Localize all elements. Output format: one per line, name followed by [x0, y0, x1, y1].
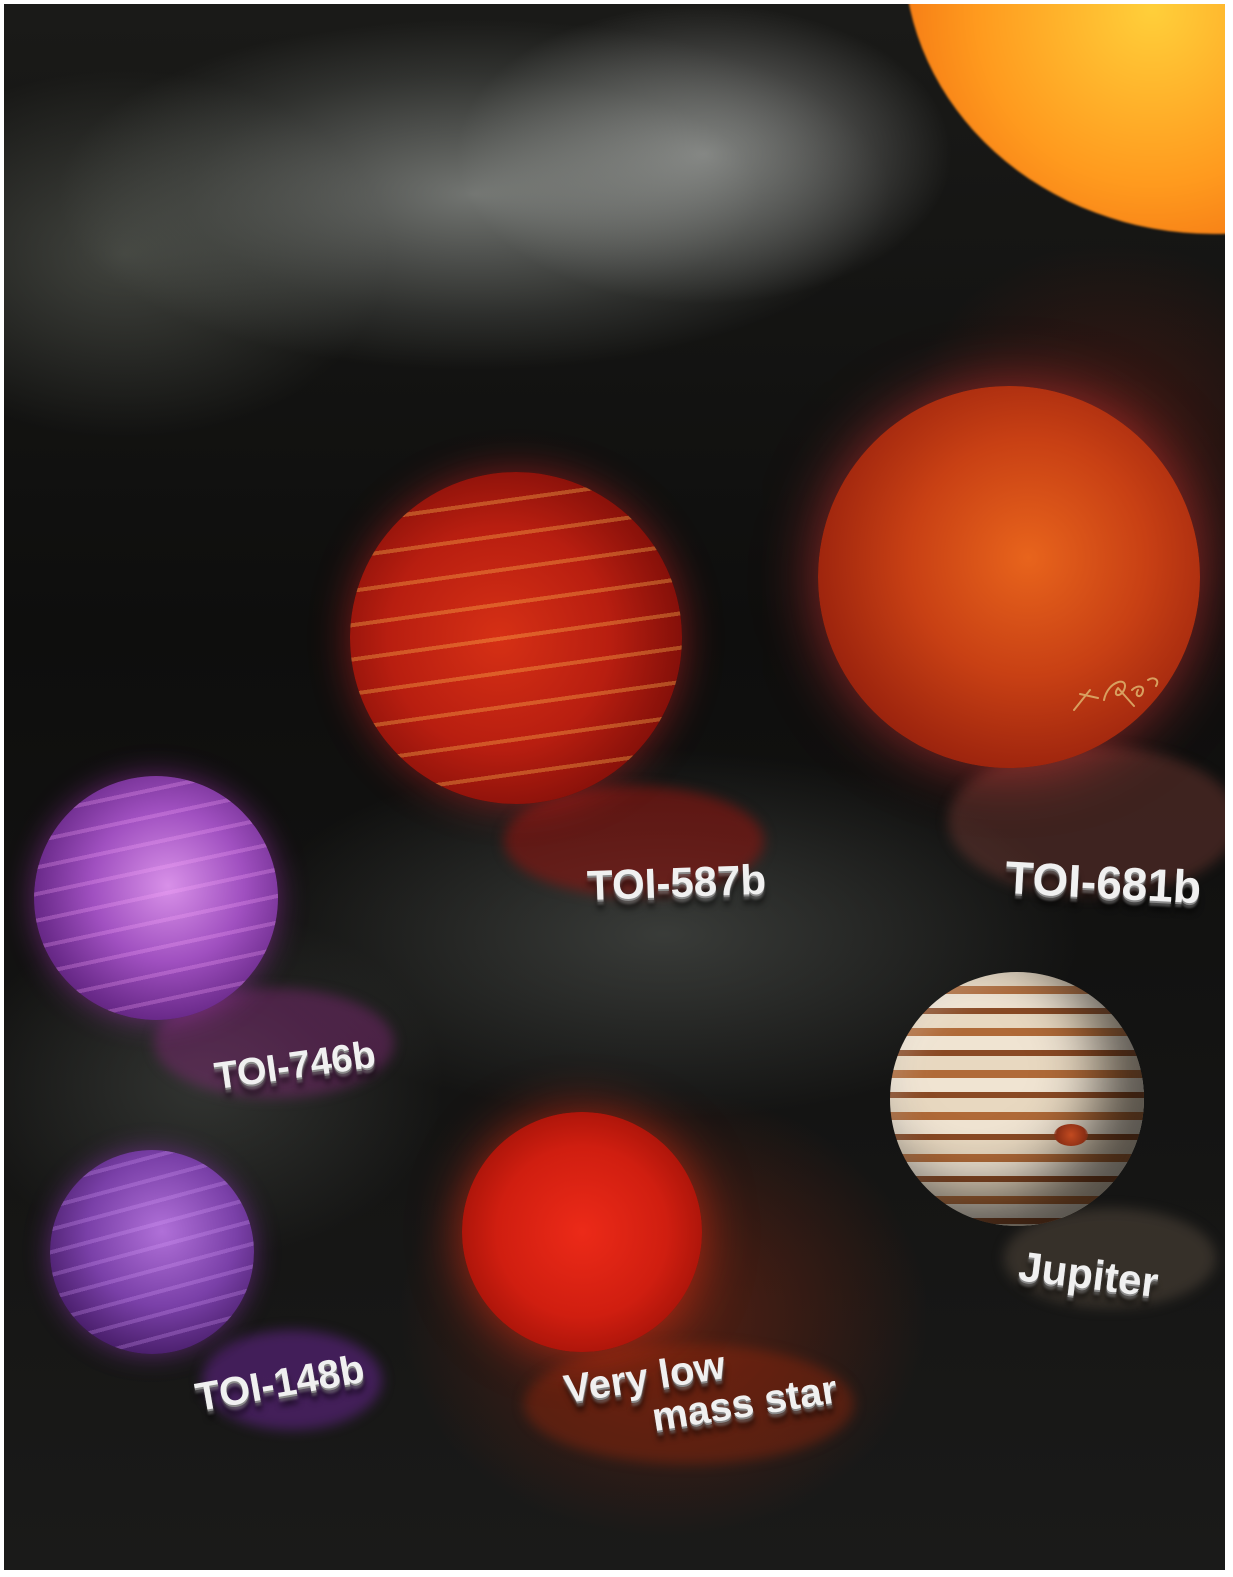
toi-681b-reflection [948, 746, 1225, 896]
jupiter-reflection [1004, 1208, 1216, 1308]
label-toi-587b: TOI-587b [586, 855, 767, 910]
jupiter-planet [890, 972, 1144, 1226]
toi-148b-reflection [202, 1330, 382, 1430]
label-toi-681b: TOI-681b [1004, 851, 1203, 914]
toi-746b-planet [34, 776, 278, 1020]
toi-587b-reflection [504, 786, 764, 896]
toi-587b-planet [350, 472, 682, 804]
toi-148b-planet [50, 1150, 254, 1354]
toi-681b-planet [818, 386, 1200, 768]
space-scene: TOI-587b TOI-681b TOI-746b TOI-148b Very… [4, 4, 1225, 1570]
great-red-spot [1054, 1124, 1088, 1146]
sun-surface [904, 4, 1225, 234]
very-low-mass-star-reflection [524, 1344, 854, 1464]
artist-signature [1073, 677, 1159, 711]
very-low-mass-star [462, 1112, 702, 1352]
